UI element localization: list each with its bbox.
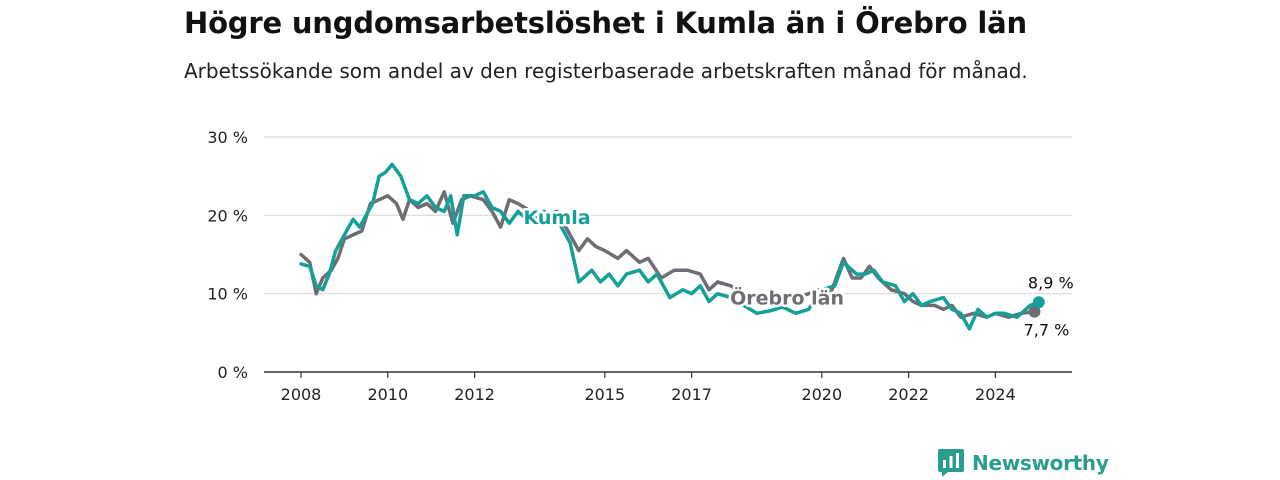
- x-tick-label: 2010: [367, 385, 408, 404]
- grid-lines: [264, 136, 1072, 295]
- x-tick-label: 2008: [281, 385, 322, 404]
- x-tick-label: 2022: [888, 385, 929, 404]
- y-tick-label: 10 %: [207, 285, 248, 304]
- chart-title: Högre ungdomsarbetslöshet i Kumla än i Ö…: [184, 6, 1027, 40]
- series-line-orebro-lan: [299, 190, 1037, 319]
- x-tick-label: 2015: [584, 385, 625, 404]
- axes: 0 % 10 % 20 % 30 % 2008 2010 2012 2015 2017 2020 2…: [207, 128, 1072, 404]
- x-tick-label: 2024: [975, 385, 1016, 404]
- end-value-label: 8,9 %: [1028, 273, 1074, 292]
- series-line-kumla: [299, 162, 1041, 331]
- y-tick-label: 30 %: [207, 128, 248, 147]
- line-chart: 0 % 10 % 20 % 30 % 2008 2010 2012 2015 2017 2020 2…: [207, 128, 1076, 404]
- y-tick-label: 0 %: [218, 363, 248, 382]
- end-point-orebro-lan: [1028, 305, 1041, 318]
- series-labels: Kumla Örebro län 8,9 % 7,7 %: [521, 204, 1076, 341]
- x-tick-label: 2020: [801, 385, 842, 404]
- x-tick-label: 2012: [454, 385, 495, 404]
- series-label-kumla: Kumla: [524, 207, 591, 229]
- series-label-orebro-lan: Örebro län: [730, 286, 844, 310]
- end-point-kumla: [1032, 296, 1045, 309]
- x-tick-label: 2017: [671, 385, 712, 404]
- newsworthy-logo: Newsworthy: [938, 448, 1109, 478]
- logo-text: Newsworthy: [972, 451, 1109, 475]
- series-lines: [299, 162, 1045, 331]
- chart-subtitle: Arbetssökande som andel av den registerb…: [184, 59, 1028, 83]
- y-tick-label: 20 %: [207, 206, 248, 225]
- newsworthy-logo-icon: [938, 449, 964, 477]
- end-value-label: 7,7 %: [1024, 321, 1070, 340]
